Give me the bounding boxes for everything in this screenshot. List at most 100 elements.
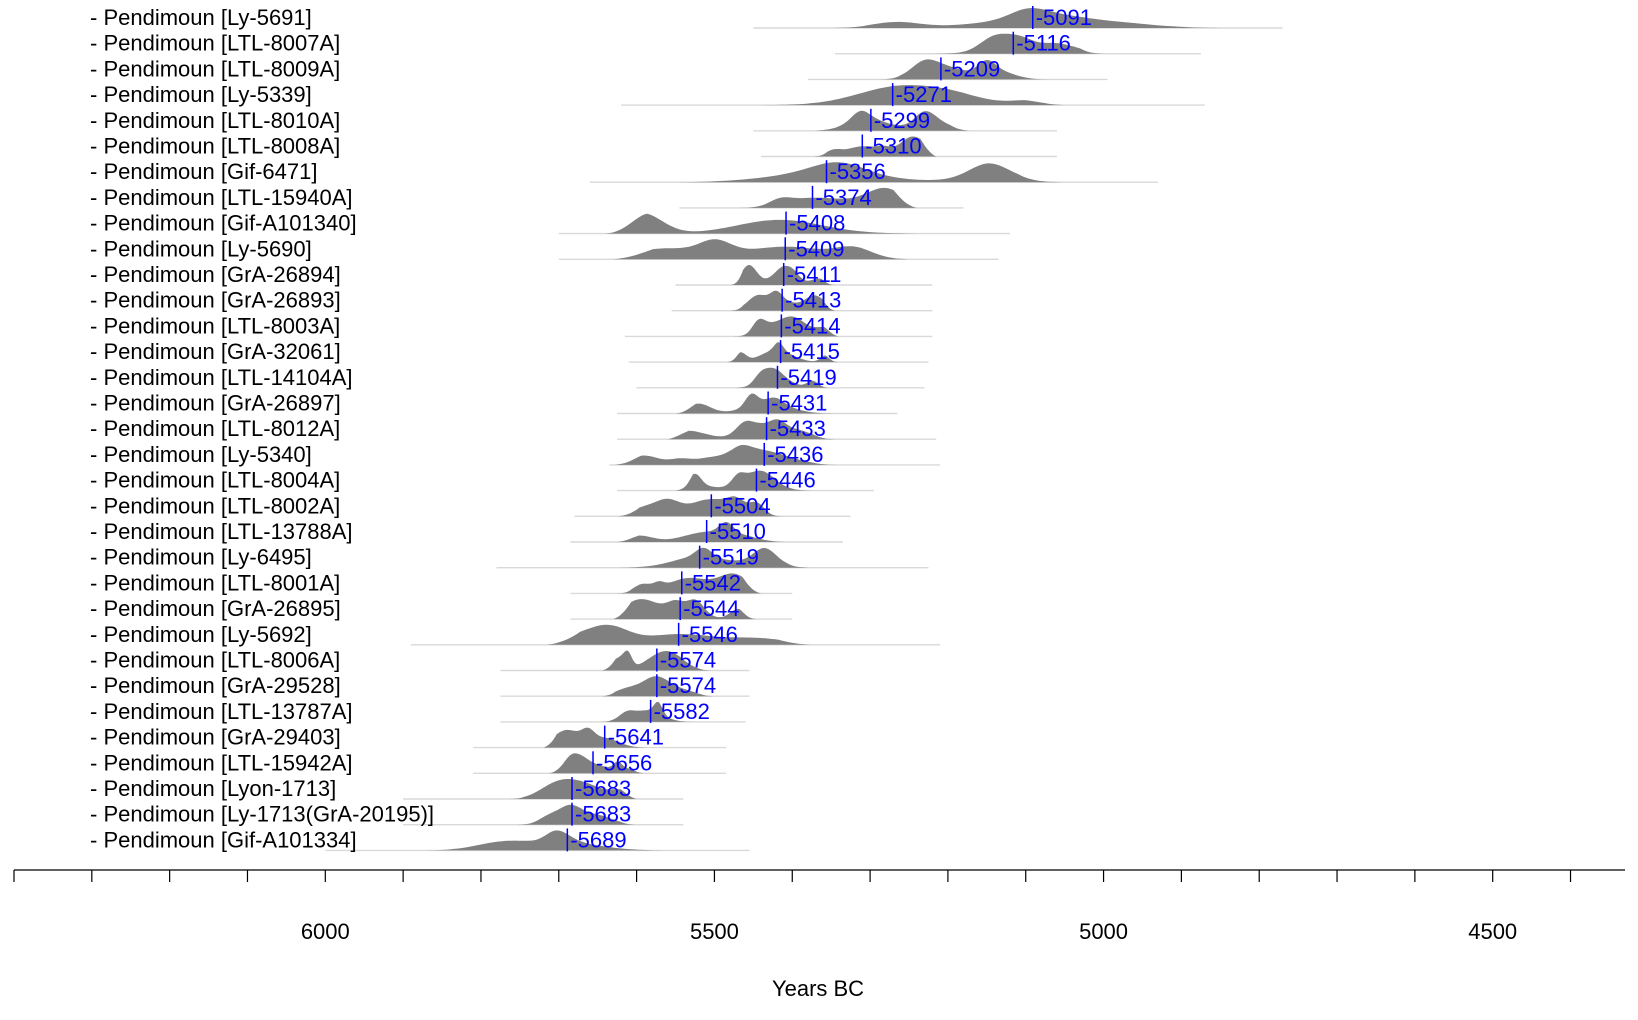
sample-label: - Pendimoun [Ly-5339] <box>90 82 312 107</box>
density-area <box>605 213 937 234</box>
density-row: -5574 - Pendimoun [LTL-8006A] <box>90 648 750 673</box>
sample-label: - Pendimoun [Gif-A101340] <box>90 211 357 236</box>
median-value-label: -5546 <box>682 622 738 647</box>
sample-label: - Pendimoun [LTL-15940A] <box>90 185 353 210</box>
sample-label: - Pendimoun [Ly-5692] <box>90 622 312 647</box>
sample-label: - Pendimoun [LTL-8004A] <box>90 468 340 493</box>
density-row: -5436 - Pendimoun [Ly-5340] <box>90 442 941 467</box>
density-row: -5433 - Pendimoun [LTL-8012A] <box>90 416 937 441</box>
sample-label: - Pendimoun [GrA-26895] <box>90 596 341 621</box>
x-tick-label: 5500 <box>690 919 739 944</box>
median-value-label: -5310 <box>865 134 921 159</box>
sample-label: - Pendimoun [GrA-29403] <box>90 725 341 750</box>
median-value-label: -5582 <box>654 699 710 724</box>
median-value-label: -5519 <box>703 545 759 570</box>
median-value-label: -5415 <box>784 339 840 364</box>
density-row: -5519 - Pendimoun [Ly-6495] <box>90 545 929 570</box>
sample-label: - Pendimoun [LTL-13788A] <box>90 519 353 544</box>
median-value-label: -5433 <box>770 416 826 441</box>
density-row: -5091 - Pendimoun [Ly-5691] <box>90 5 1283 30</box>
density-area <box>613 239 933 260</box>
sample-label: - Pendimoun [LTL-8010A] <box>90 108 340 133</box>
density-row: -5582 - Pendimoun [LTL-13787A] <box>90 699 746 724</box>
density-area <box>617 496 797 517</box>
density-area <box>547 624 812 645</box>
median-value-label: -5374 <box>815 185 871 210</box>
x-tick-label: 4500 <box>1468 919 1517 944</box>
sample-label: - Pendimoun [LTL-8001A] <box>90 570 340 595</box>
x-tick-label: 5000 <box>1079 919 1128 944</box>
density-row: -5310 - Pendimoun [LTL-8008A] <box>90 134 1057 159</box>
density-row: -5409 - Pendimoun [Ly-5690] <box>90 236 999 261</box>
median-value-label: -5431 <box>771 391 827 416</box>
density-area <box>601 650 715 671</box>
density-row: -5510 - Pendimoun [LTL-13788A] <box>90 519 843 544</box>
median-value-label: -5683 <box>575 776 631 801</box>
density-row: -5641 - Pendimoun [GrA-29403] <box>90 725 727 750</box>
x-axis-title: Years BC <box>772 976 864 1001</box>
density-row: -5446 - Pendimoun [LTL-8004A] <box>90 468 874 493</box>
median-value-label: -5414 <box>784 313 840 338</box>
sample-label: - Pendimoun [Ly-5340] <box>90 442 312 467</box>
median-value-label: -5436 <box>767 442 823 467</box>
density-area <box>811 136 937 157</box>
median-value-label: -5544 <box>683 596 739 621</box>
density-row: -5504 - Pendimoun [LTL-8002A] <box>90 493 851 518</box>
density-area <box>543 727 653 748</box>
density-row: -5209 - Pendimoun [LTL-8009A] <box>90 56 1108 81</box>
density-area <box>613 573 762 594</box>
sample-label: - Pendimoun [Gif-6471] <box>90 159 317 184</box>
sample-label: - Pendimoun [LTL-8008A] <box>90 134 340 159</box>
density-row: -5683 - Pendimoun [Lyon-1713] <box>90 776 684 801</box>
median-value-label: -5446 <box>759 468 815 493</box>
density-row: -5374 - Pendimoun [LTL-15940A] <box>90 185 964 210</box>
median-value-label: -5209 <box>944 56 1000 81</box>
median-value-label: -5299 <box>874 108 930 133</box>
median-value-label: -5689 <box>570 827 626 852</box>
density-row: -5413 - Pendimoun [GrA-26893] <box>90 288 933 313</box>
density-area <box>617 522 793 542</box>
density-row: -5419 - Pendimoun [LTL-14104A] <box>90 365 925 390</box>
median-value-label: -5504 <box>714 493 770 518</box>
density-row: -5411 - Pendimoun [GrA-26894] <box>90 262 933 287</box>
sample-label: - Pendimoun [Ly-1713(GrA-20195)] <box>90 802 434 827</box>
median-value-label: -5574 <box>660 648 716 673</box>
sample-label: - Pendimoun [Gif-A101334] <box>90 827 357 852</box>
density-row: -5271 - Pendimoun [Ly-5339] <box>90 82 1205 107</box>
median-value-label: -5409 <box>788 236 844 261</box>
sample-label: - Pendimoun [LTL-8003A] <box>90 313 340 338</box>
median-value-label: -5411 <box>787 262 842 287</box>
median-value-label: -5356 <box>830 159 886 184</box>
median-value-label: -5656 <box>596 750 652 775</box>
density-area <box>543 753 645 774</box>
density-row: -5431 - Pendimoun [GrA-26897] <box>90 391 898 416</box>
density-area <box>675 470 816 491</box>
density-area <box>741 85 1065 106</box>
sample-label: - Pendimoun [LTL-8006A] <box>90 648 340 673</box>
density-row: -5414 - Pendimoun [LTL-8003A] <box>90 313 933 338</box>
median-value-label: -5683 <box>575 802 631 827</box>
sample-label: - Pendimoun [GrA-26897] <box>90 391 341 416</box>
density-rows: -5091 - Pendimoun [Ly-5691] -5116 - Pendimo… <box>90 5 1283 852</box>
median-value-label: -5419 <box>780 365 836 390</box>
density-row: -5544 - Pendimoun [GrA-26895] <box>90 596 793 621</box>
median-value-label: -5510 <box>710 519 766 544</box>
median-value-label: -5271 <box>896 82 952 107</box>
density-area <box>726 316 839 337</box>
median-value-label: -5542 <box>685 570 741 595</box>
density-area <box>667 419 836 440</box>
density-area <box>613 444 839 465</box>
density-row: -5689 - Pendimoun [Gif-A101334] <box>90 827 750 852</box>
sample-label: - Pendimoun [Ly-5690] <box>90 236 312 261</box>
median-value-label: -5116 <box>1016 31 1071 56</box>
x-axis: 6000 5500 5000 4500 <box>13 869 1625 944</box>
sample-label: - Pendimoun [GrA-32061] <box>90 339 341 364</box>
sample-label: - Pendimoun [LTL-8002A] <box>90 493 340 518</box>
sample-label: - Pendimoun [LTL-8012A] <box>90 416 340 441</box>
density-row: -5299 - Pendimoun [LTL-8010A] <box>90 108 1057 133</box>
sample-label: - Pendimoun [LTL-14104A] <box>90 365 353 390</box>
density-area <box>877 59 1057 80</box>
density-area <box>601 676 715 697</box>
median-value-label: -5091 <box>1036 5 1092 30</box>
density-row: -5683 - Pendimoun [Ly-1713(GrA-20195)] <box>90 802 684 827</box>
